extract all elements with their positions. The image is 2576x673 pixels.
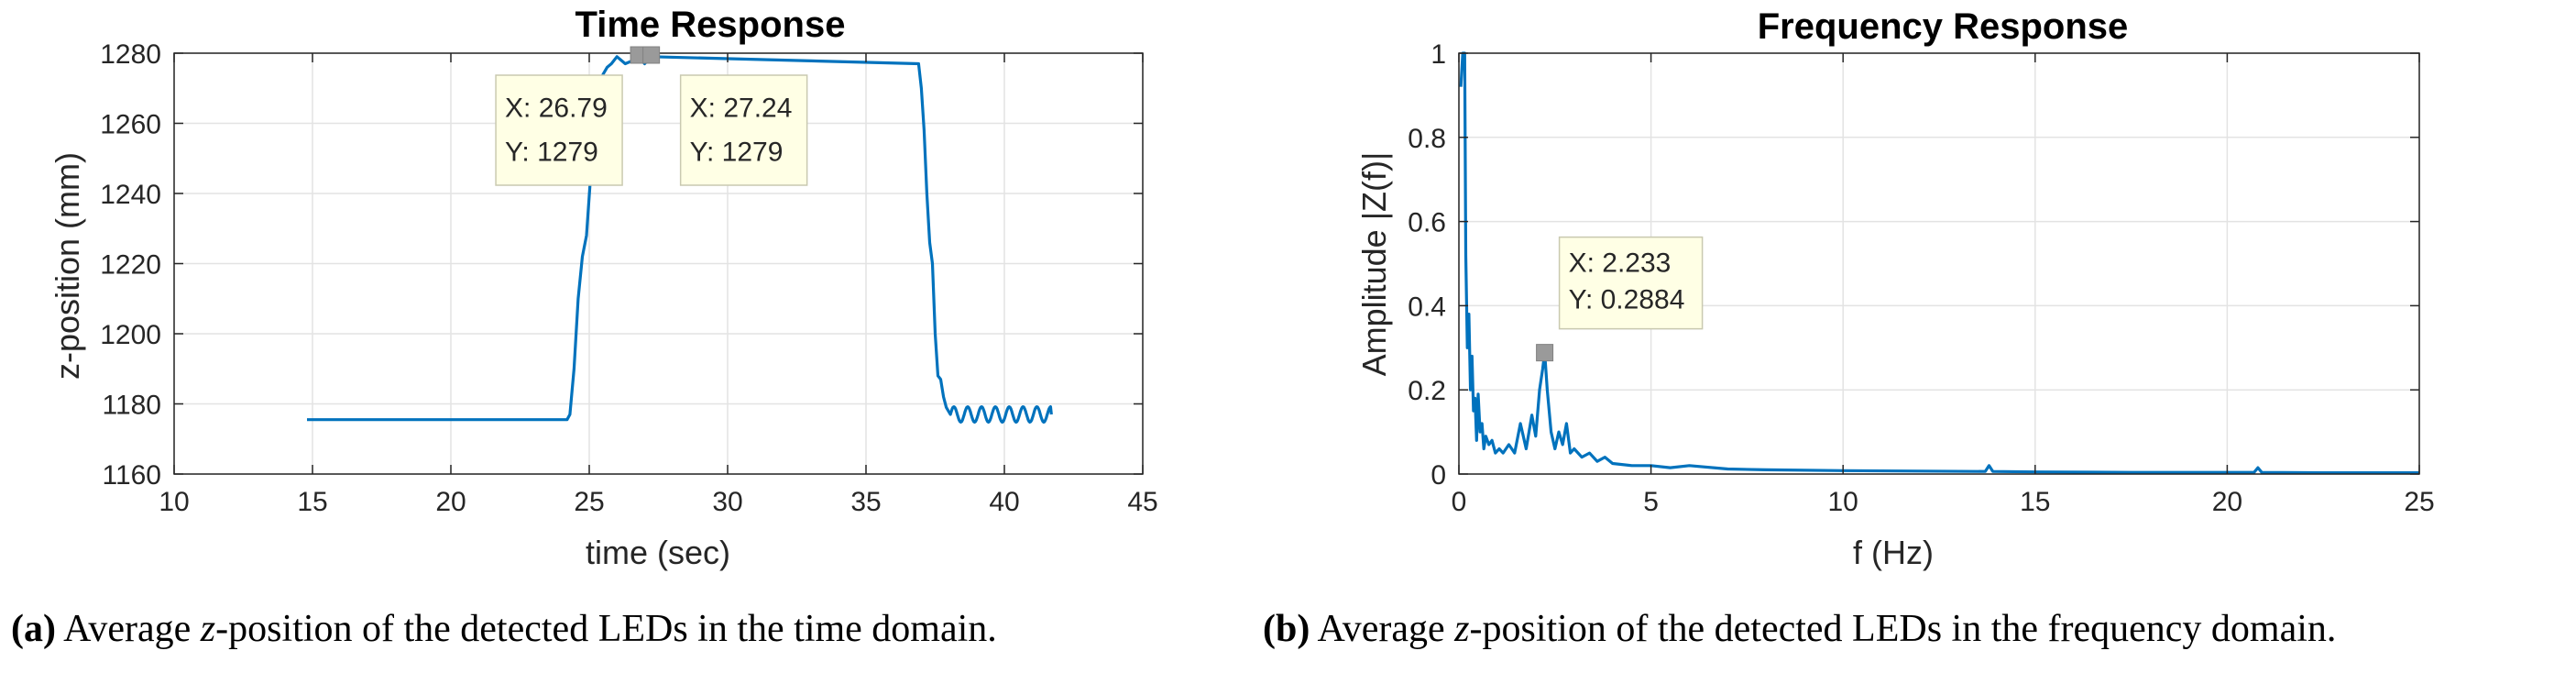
x-axis-label: f (Hz) [1853, 534, 1934, 571]
x-tick-label: 30 [712, 487, 742, 517]
chart-title: Time Response [575, 5, 846, 45]
x-tick-label: 15 [2020, 487, 2050, 517]
caption-var: z [200, 608, 216, 650]
x-tick-label: 20 [435, 487, 466, 517]
y-tick-label: 1160 [102, 460, 161, 491]
x-axis-label: time (sec) [586, 534, 730, 571]
axes-box [1458, 52, 2420, 475]
time-response-chart: Time Response time (sec) z-position (mm)… [49, 5, 1158, 571]
x-tick-label: 5 [1643, 487, 1659, 517]
caption-letter: (b) [1263, 608, 1310, 650]
figure: Time Response time (sec) z-position (mm)… [49, 5, 2435, 571]
x-tick-label: 35 [850, 487, 881, 517]
data-series-line [1459, 51, 2419, 475]
y-tick-label: 1260 [100, 110, 161, 140]
caption-text: -position of the detected LEDs in the ti… [215, 608, 997, 650]
x-tick-label: 10 [159, 487, 189, 517]
y-tick-label: 1240 [100, 180, 161, 210]
chart-title: Frequency Response [1758, 6, 2129, 47]
y-tick-label: 0.8 [1408, 124, 1446, 154]
caption-pre: Average [1310, 608, 1455, 650]
frequency-response-chart: Frequency Response f (Hz) Amplitude |Z(f… [1355, 6, 2435, 571]
y-tick-label: 1180 [102, 391, 161, 421]
y-tick-label: 0.2 [1408, 376, 1446, 406]
caption-letter: (a) [11, 608, 56, 650]
caption-text: -position of the detected LEDs in the fr… [1469, 608, 2337, 650]
x-tick-label: 25 [2404, 487, 2434, 517]
x-tick-label: 0 [1452, 487, 1467, 517]
y-tick-label: 1200 [100, 320, 161, 350]
x-tick-label: 20 [2212, 487, 2242, 517]
caption-b: (b) Average z-position of the detected L… [1263, 607, 2336, 651]
datatip-y-label: Y: 1279 [505, 138, 598, 168]
y-tick-label: 1220 [100, 250, 161, 281]
x-tick-label: 25 [574, 487, 604, 517]
x-tick-label: 15 [297, 487, 327, 517]
x-tick-label: 45 [1127, 487, 1157, 517]
y-tick-label: 1280 [100, 39, 161, 70]
datatip-marker[interactable] [642, 46, 661, 64]
datatip-box[interactable] [1558, 236, 1704, 330]
datatip-box[interactable] [495, 74, 623, 186]
caption-pre: Average [55, 608, 201, 650]
datatip-x-label: X: 26.79 [505, 94, 608, 124]
datatip-x-label: X: 27.24 [690, 94, 793, 124]
caption-a: (a) Average z-position of the detected L… [11, 607, 997, 651]
x-tick-label: 10 [1828, 487, 1858, 517]
x-tick-label: 40 [989, 487, 1019, 517]
y-tick-label: 0 [1431, 460, 1446, 491]
y-axis-label: z-position (mm) [49, 152, 86, 380]
datatip-box[interactable] [679, 74, 808, 186]
y-axis-label: Amplitude |Z(f)| [1355, 152, 1393, 377]
caption-var: z [1454, 608, 1470, 650]
data-series-line [307, 55, 1053, 424]
y-tick-label: 0.4 [1408, 292, 1446, 322]
datatip-y-label: Y: 1279 [690, 138, 784, 168]
y-tick-label: 1 [1431, 39, 1446, 70]
datatip-x-label: X: 2.233 [1569, 248, 1672, 279]
y-tick-label: 0.6 [1408, 208, 1446, 238]
datatip-marker[interactable] [1536, 344, 1554, 362]
datatip-y-label: Y: 0.2884 [1569, 285, 1685, 315]
